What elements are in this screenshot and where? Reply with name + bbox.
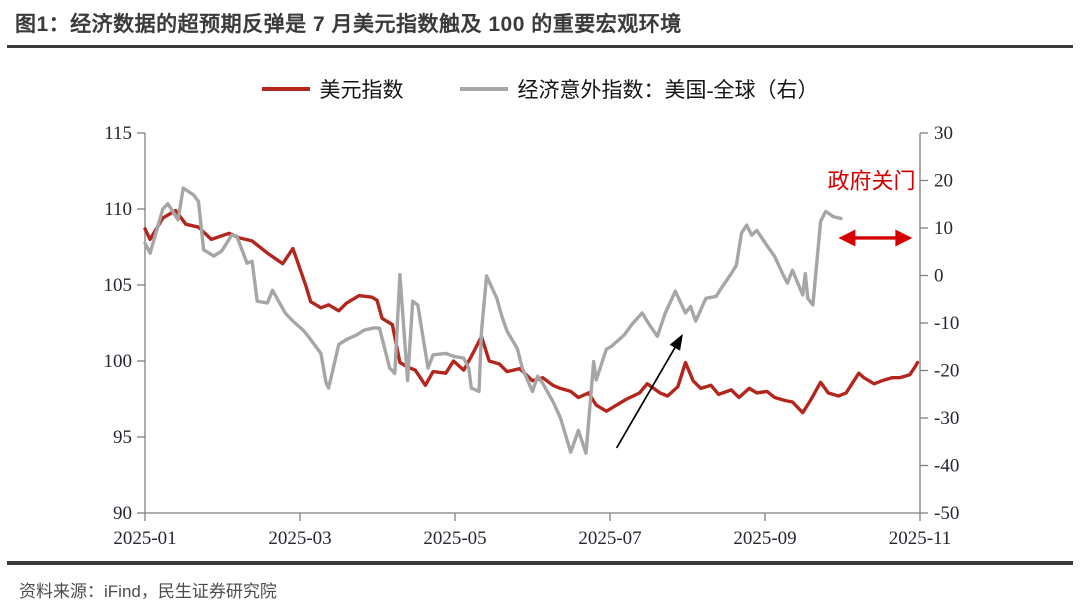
left-axis-tick-label: 110 [104,199,132,220]
trend-arrow [615,340,680,449]
dollar-index-line [143,208,920,415]
chart-canvas: 11511010510095903020100-10-20-30-40-5020… [104,123,960,549]
arrow-right-head-icon [895,229,913,247]
left-axis-tick-label: 100 [104,351,133,372]
right-axis-tick-label: 20 [934,171,953,192]
left-axis-tick-label: 105 [104,275,133,296]
x-axis-tick-label: 2025-11 [889,528,952,549]
right-axis-tick-label: -10 [934,313,959,334]
right-axis-tick-label: 0 [934,266,944,287]
legend-item-dollar-index[interactable]: 美元指数 [261,74,404,104]
right-axis-tick-label: -30 [934,408,959,429]
surprise-index-legend-label: 经济意外指数：美国-全球（右） [517,78,819,102]
figure-title-bar: 图1：经济数据的超预期反弹是 7 月美元指数触及 100 的重要宏观环境 [7,0,1073,48]
right-axis-tick-label: -50 [934,503,959,524]
right-axis-tick-label: 10 [934,218,953,239]
right-axis-tick-label: 30 [934,123,953,144]
x-axis-tick-label: 2025-09 [733,528,796,549]
legend-item-surprise-index[interactable]: 经济意外指数：美国-全球（右） [459,74,819,104]
surprise-index-swatch [459,87,508,91]
dollar-index-legend-label: 美元指数 [319,78,404,102]
dollar-index-swatch [261,87,310,91]
right-axis-tick-label: -20 [934,361,959,382]
left-axis-tick-label: 95 [113,427,132,448]
x-axis-tick-label: 2025-05 [423,528,486,549]
left-axis-tick-label: 115 [104,123,132,144]
footer-divider [7,561,1073,565]
figure-title: 图1：经济数据的超预期反弹是 7 月美元指数触及 100 的重要宏观环境 [15,13,682,36]
x-axis-tick-label: 2025-01 [113,528,176,549]
source-note: 资料来源：iFind，民生证券研究院 [19,582,277,601]
right-axis-tick-label: -40 [934,456,959,477]
x-axis-tick-label: 2025-03 [268,528,331,549]
chart-legend: 美元指数 经济意外指数：美国-全球（右） [0,74,1080,104]
x-axis-tick-label: 2025-07 [578,528,641,549]
trend-arrowhead-icon [669,333,683,351]
surprise-index-line [143,186,843,455]
shutdown-annotation-label: 政府关门 [828,169,916,194]
left-axis-tick-label: 90 [113,503,132,524]
chart-area: 115 110 105 100 95 90 30 20 10 0 -10 -20 -30 -40 -50 20… [0,48,1080,561]
arrow-left-head-icon [838,229,856,247]
